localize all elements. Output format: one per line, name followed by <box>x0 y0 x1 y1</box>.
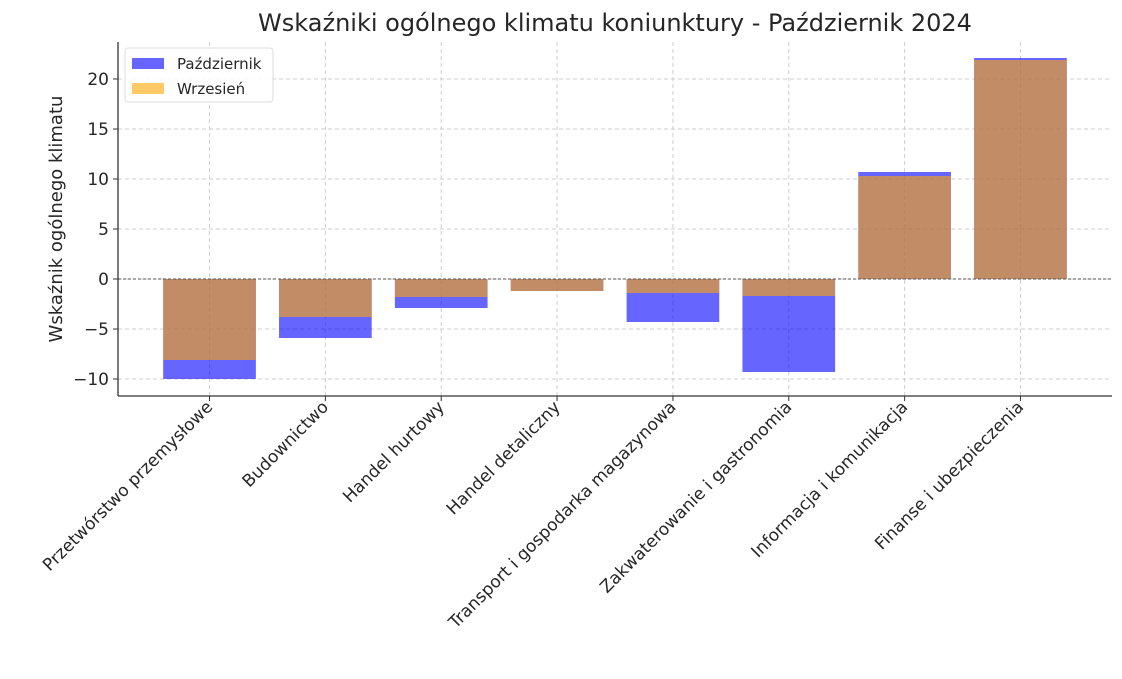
legend-swatch <box>132 58 164 69</box>
bar-wrzesień <box>163 279 256 360</box>
y-tick-label: −5 <box>84 320 109 340</box>
y-tick-label: 10 <box>87 170 109 190</box>
bar-wrzesień <box>858 176 951 279</box>
y-axis-label: Wskaźnik ogólnego klimatu <box>46 96 67 343</box>
x-tick-label: Przetwórstwo przemysłowe <box>39 397 217 575</box>
y-tick-label: 20 <box>87 70 109 90</box>
y-tick-label: 15 <box>87 120 109 140</box>
bar-wrzesień <box>279 279 372 317</box>
legend-swatch <box>132 83 164 94</box>
bar-wrzesień <box>394 279 488 297</box>
y-tick-label: 5 <box>98 220 109 240</box>
legend-label: Październik <box>177 55 262 73</box>
x-tick-label: Zakwaterowanie i gastronomia <box>596 397 796 597</box>
bar-wrzesień <box>742 279 836 296</box>
x-tick-label: Handel detaliczny <box>443 397 565 519</box>
legend: Październik Wrzesień <box>124 47 274 103</box>
bar-wrzesień <box>510 279 604 291</box>
bar-wrzesień <box>974 60 1067 279</box>
x-tick-label: Transport i gospodarka magazynowa <box>444 397 680 633</box>
x-tick-label: Budownictwo <box>239 397 333 491</box>
y-tick-label: 0 <box>98 270 109 290</box>
chart-title: Wskaźniki ogólnego klimatu koniunktury -… <box>258 9 972 37</box>
x-tick-label: Handel hurtowy <box>339 397 449 507</box>
y-tick-label: −10 <box>73 370 109 390</box>
legend-label: Wrzesień <box>177 80 245 98</box>
bar-wrzesień <box>626 279 720 293</box>
